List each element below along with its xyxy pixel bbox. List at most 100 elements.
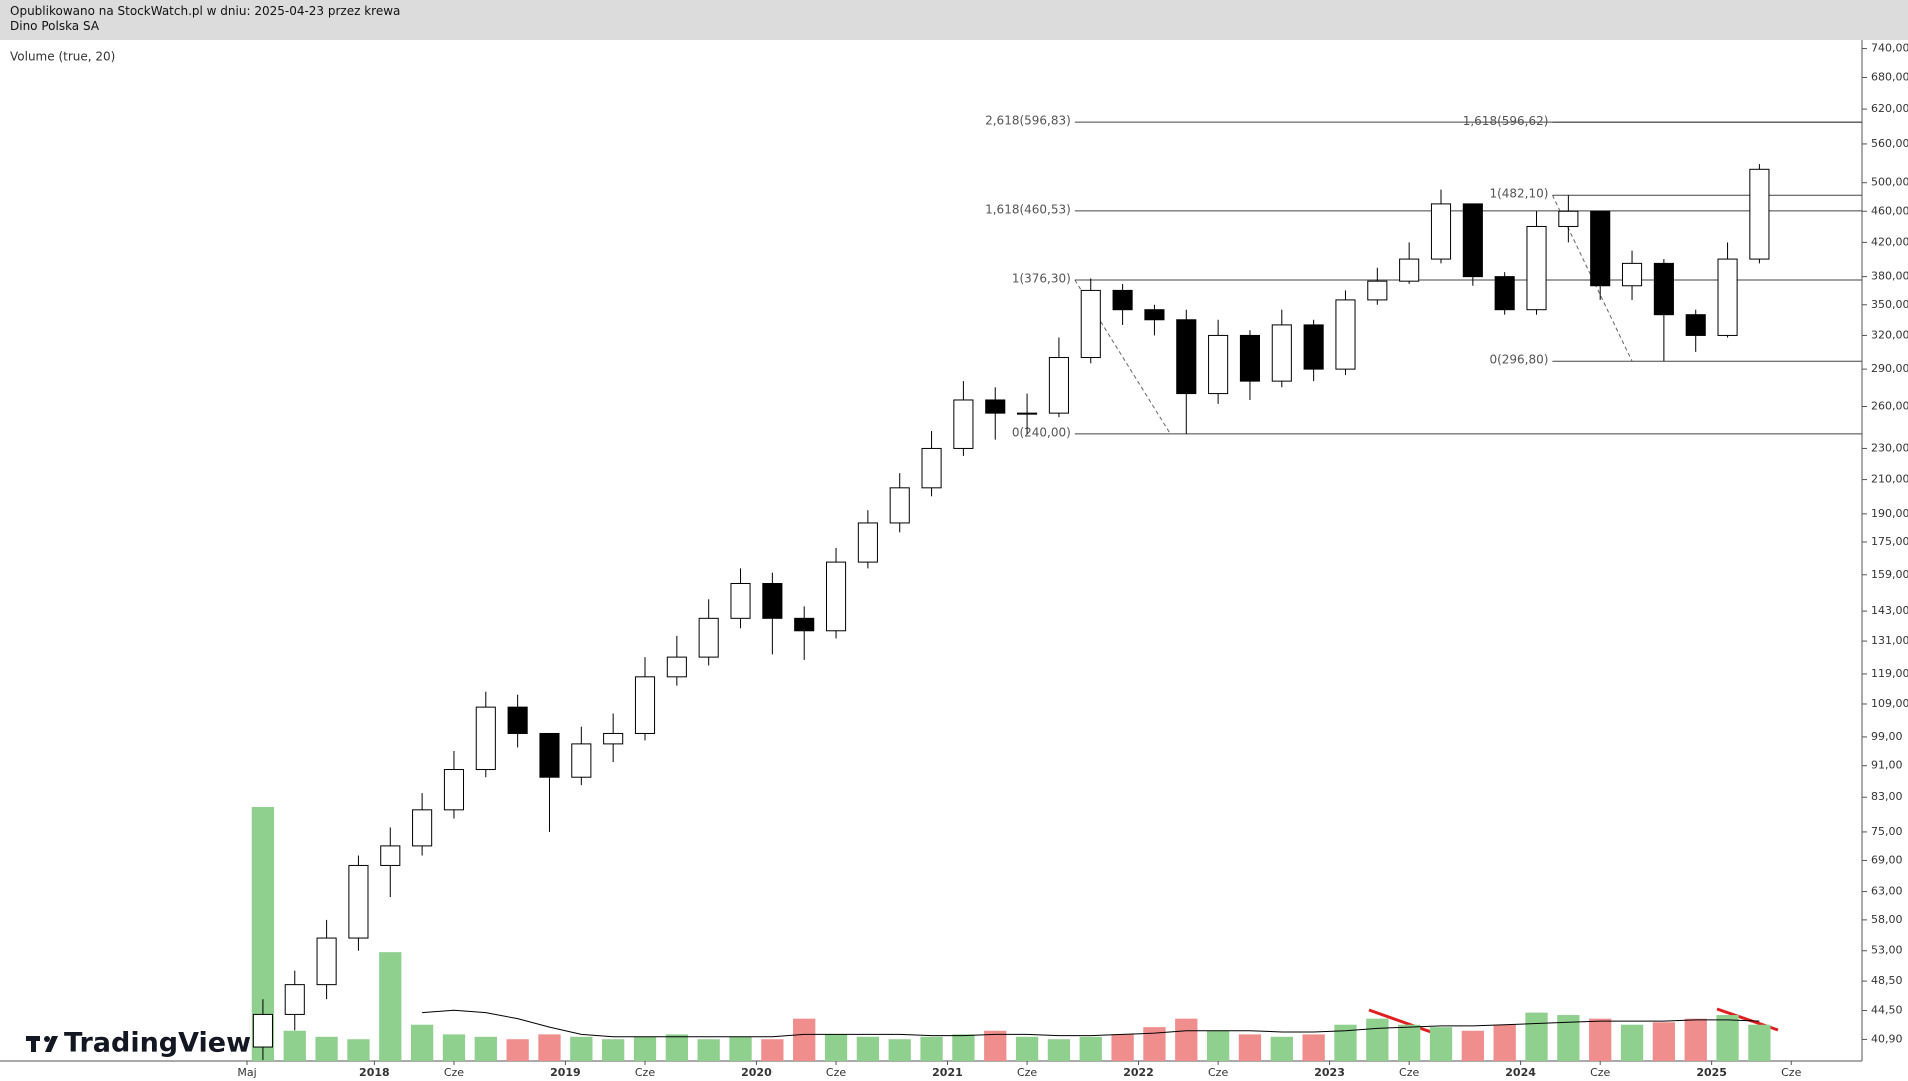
candle-body bbox=[1112, 289, 1133, 311]
candle-body bbox=[698, 617, 719, 658]
candle-body bbox=[1239, 334, 1261, 382]
candle bbox=[1208, 319, 1229, 404]
candle-body bbox=[1590, 210, 1611, 287]
candle-body bbox=[857, 522, 878, 563]
volume-bar bbox=[1684, 1018, 1707, 1061]
candle-body bbox=[1271, 324, 1292, 382]
volume-bar bbox=[1652, 1022, 1676, 1061]
volume-bar bbox=[251, 807, 275, 1061]
candle bbox=[284, 970, 305, 1031]
volume-bar bbox=[1716, 1015, 1739, 1061]
candle bbox=[1558, 195, 1579, 243]
watermark: TradingView bbox=[64, 1028, 251, 1059]
candle-body bbox=[889, 487, 910, 524]
candle-body bbox=[380, 845, 401, 866]
x-tick-label: Cze bbox=[826, 1066, 846, 1079]
candle bbox=[507, 694, 528, 748]
y-tick-label: 131,00 bbox=[1871, 634, 1908, 647]
x-tick-label: Cze bbox=[1399, 1066, 1419, 1079]
y-tick-label: 53,00 bbox=[1871, 944, 1903, 957]
candle-body bbox=[1176, 319, 1197, 395]
candle bbox=[698, 599, 719, 666]
candle bbox=[571, 726, 592, 786]
candle bbox=[762, 572, 783, 655]
indicator-label: Volume (true, 20) bbox=[10, 50, 115, 64]
volume-bar bbox=[1429, 1027, 1453, 1061]
candle bbox=[857, 510, 878, 569]
logo: TradingView bbox=[26, 1028, 251, 1059]
y-tick-label: 380,00 bbox=[1871, 270, 1908, 283]
volume-bar bbox=[888, 1039, 911, 1061]
volume-bar bbox=[1238, 1034, 1262, 1061]
y-tick-label: 83,00 bbox=[1871, 790, 1903, 803]
volume-bar bbox=[984, 1030, 1007, 1061]
candle-body bbox=[443, 769, 465, 811]
candle-body bbox=[634, 676, 656, 734]
x-tick-label: Cze bbox=[635, 1066, 655, 1079]
candle-body bbox=[666, 656, 687, 678]
volume-bar bbox=[442, 1034, 466, 1061]
y-tick-label: 143,00 bbox=[1871, 604, 1908, 617]
volume-bar bbox=[665, 1034, 688, 1061]
volume-bar bbox=[315, 1036, 338, 1061]
candle bbox=[985, 387, 1006, 440]
candle bbox=[1048, 337, 1069, 418]
volume-bar bbox=[410, 1024, 434, 1061]
y-tick-label: 175,00 bbox=[1871, 535, 1908, 548]
volume-bar bbox=[1270, 1036, 1293, 1061]
volume-bar bbox=[602, 1039, 625, 1061]
volume-bar bbox=[1525, 1012, 1548, 1061]
candle-body bbox=[953, 399, 974, 449]
candle bbox=[953, 381, 974, 456]
candle-body bbox=[1144, 309, 1165, 321]
candle bbox=[1653, 259, 1674, 361]
candle bbox=[539, 732, 560, 832]
x-tick-label: 2021 bbox=[932, 1066, 963, 1079]
fib-label: 1(482,10) bbox=[1489, 187, 1548, 201]
candle-body bbox=[252, 1013, 273, 1048]
candle bbox=[1080, 278, 1101, 364]
x-tick-label: 2020 bbox=[741, 1066, 772, 1079]
candle-body bbox=[1430, 203, 1452, 260]
candle bbox=[1430, 189, 1452, 264]
candle-body bbox=[1621, 262, 1643, 287]
published-note: Opublikowano na StockWatch.pl w dniu: 20… bbox=[10, 4, 401, 18]
volume-bar bbox=[633, 1036, 657, 1061]
symbol-name: Dino Polska SA bbox=[10, 19, 100, 33]
candle bbox=[1176, 309, 1197, 434]
candle-body bbox=[284, 984, 305, 1015]
candle-body bbox=[1749, 168, 1770, 260]
volume-bar bbox=[1620, 1024, 1644, 1061]
fib-label: 2,618(596,83) bbox=[985, 114, 1071, 128]
volume-bar bbox=[793, 1018, 816, 1061]
volume-bar bbox=[1015, 1036, 1039, 1061]
y-tick-label: 48,50 bbox=[1871, 974, 1903, 987]
volume-bar bbox=[1461, 1030, 1484, 1061]
y-tick-label: 560,00 bbox=[1871, 137, 1908, 150]
candle bbox=[1399, 242, 1420, 284]
y-tick-label: 500,00 bbox=[1871, 176, 1908, 189]
x-tick-label: Maj bbox=[237, 1066, 256, 1079]
volume-bar bbox=[1398, 1024, 1421, 1061]
candle bbox=[1685, 309, 1706, 352]
x-tick-label: 2019 bbox=[550, 1066, 581, 1079]
candle-body bbox=[1048, 357, 1069, 414]
x-tick-label: Cze bbox=[1781, 1066, 1801, 1079]
candle bbox=[1017, 393, 1038, 434]
candle bbox=[825, 547, 847, 639]
candle-body bbox=[316, 937, 337, 986]
volume-bar bbox=[1206, 1030, 1230, 1061]
volume-bar bbox=[283, 1030, 306, 1061]
candle bbox=[634, 657, 656, 741]
candle bbox=[475, 691, 496, 778]
y-tick-label: 44,50 bbox=[1871, 1004, 1903, 1017]
candle bbox=[1144, 304, 1165, 336]
candle-body bbox=[1208, 334, 1229, 395]
candle bbox=[412, 793, 433, 856]
y-tick-label: 40,90 bbox=[1871, 1032, 1903, 1045]
y-tick-label: 620,00 bbox=[1871, 102, 1908, 115]
volume-bar bbox=[1366, 1018, 1389, 1061]
candle-body bbox=[1494, 276, 1515, 311]
